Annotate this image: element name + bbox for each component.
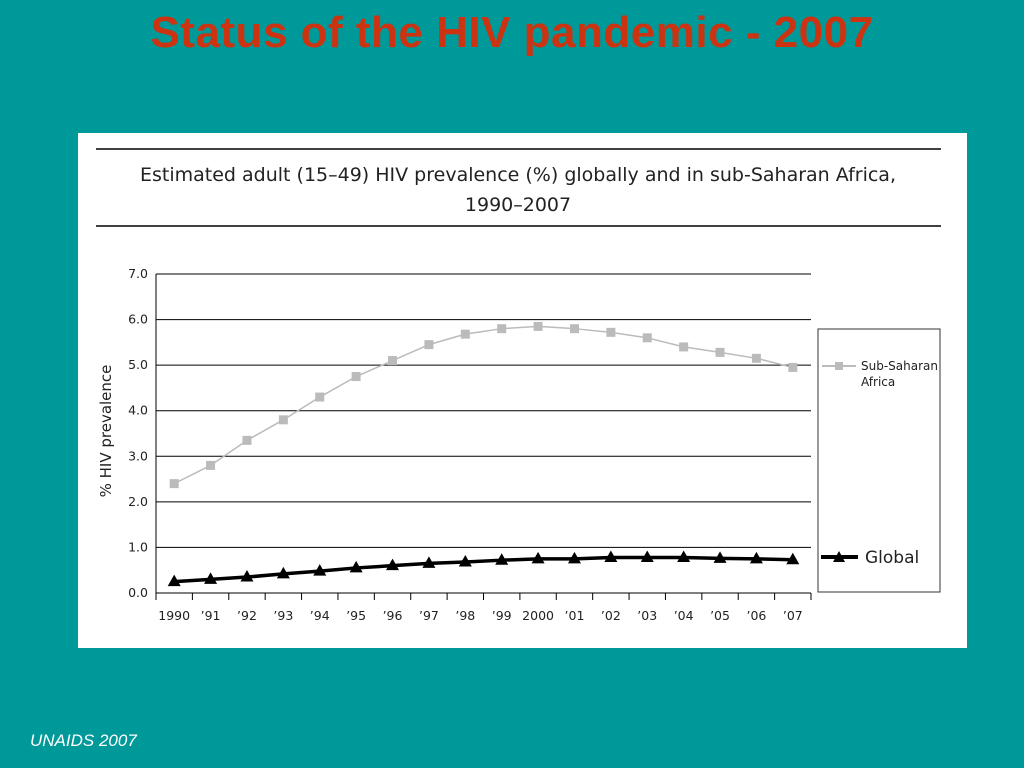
data-point	[751, 353, 761, 363]
x-tick-label: ’97	[419, 608, 439, 623]
legend-ssa-marker	[835, 362, 843, 370]
y-tick-labels: 0.0 1.0 2.0 3.0 4.0 5.0 6.0 7.0	[128, 266, 148, 600]
x-tick-label: ’96	[383, 608, 403, 623]
legend-box	[817, 328, 941, 593]
data-point	[422, 556, 436, 568]
data-point	[424, 340, 434, 350]
data-point	[749, 551, 763, 564]
data-point	[569, 324, 579, 334]
data-point	[531, 551, 545, 564]
axes	[155, 274, 812, 600]
y-tick-label: 5.0	[128, 357, 148, 372]
data-point	[713, 551, 727, 563]
data-point	[240, 570, 254, 582]
series-line	[173, 325, 793, 485]
x-tick-label: 1990	[158, 608, 190, 623]
x-tick-label: ’91	[201, 608, 221, 623]
legend-ssa-label-line1: Sub-Saharan	[861, 359, 938, 373]
slide-title: Status of the HIV pandemic - 2007	[150, 8, 874, 57]
data-point	[497, 324, 507, 334]
data-point	[786, 552, 800, 565]
source-credit: UNAIDS 2007	[30, 731, 137, 750]
x-tick-label: ’01	[565, 608, 585, 623]
x-tick-label: ’02	[601, 608, 621, 623]
legend-ssa-label-line2: Africa	[861, 375, 895, 389]
data-point	[640, 550, 654, 562]
legend-global-label: Global	[865, 548, 919, 568]
data-point	[276, 566, 290, 579]
legend-global-marker	[833, 551, 845, 562]
data-point	[458, 555, 472, 567]
y-tick-label: 1.0	[128, 539, 148, 554]
data-point	[679, 342, 689, 352]
data-point	[167, 574, 181, 587]
chart: Estimated adult (15–49) HIV prevalence (…	[96, 148, 941, 623]
legend-global: Global	[821, 548, 919, 568]
data-point	[388, 356, 398, 366]
series-global	[167, 550, 800, 587]
x-tick-labels: 1990 ’91 ’92 ’93 ’94 ’95 ’96 ’97 ’98 ’99 2000 ’01 ’0…	[158, 608, 802, 623]
series	[167, 321, 800, 587]
data-point	[677, 550, 691, 562]
data-point	[604, 550, 618, 562]
data-point	[386, 558, 400, 571]
x-tick-label: ’07	[783, 608, 803, 623]
data-point	[315, 392, 325, 402]
y-tick-label: 3.0	[128, 448, 148, 463]
y-tick-label: 2.0	[128, 494, 148, 509]
data-point	[460, 329, 470, 339]
chart-title-line1: Estimated adult (15–49) HIV prevalence (…	[140, 164, 896, 186]
x-tick-label: ’05	[710, 608, 730, 623]
data-point	[715, 347, 725, 357]
x-tick-label: ’04	[674, 608, 694, 623]
data-point	[206, 460, 216, 470]
x-tick-label: ’99	[492, 608, 512, 623]
data-point	[204, 572, 218, 584]
x-tick-label: ’93	[273, 608, 293, 623]
data-point	[169, 479, 179, 489]
data-point	[533, 321, 543, 331]
x-tick-label: ’98	[455, 608, 475, 623]
data-point	[788, 362, 798, 372]
data-point	[606, 327, 616, 337]
y-tick-label: 7.0	[128, 266, 148, 281]
x-tick-label: ’95	[346, 608, 366, 623]
data-point	[495, 553, 509, 565]
x-tick-label: ’03	[637, 608, 657, 623]
chart-panel: Estimated adult (15–49) HIV prevalence (…	[78, 133, 967, 648]
data-point	[313, 564, 327, 576]
y-axis-label: % HIV prevalence	[97, 365, 115, 498]
data-point	[349, 560, 363, 573]
chart-title-line2: 1990–2007	[465, 194, 571, 216]
x-tick-label: ’06	[746, 608, 766, 623]
y-tick-label: 6.0	[128, 312, 148, 327]
data-point	[642, 333, 652, 343]
data-point	[567, 551, 581, 564]
series-sub-saharan-africa	[169, 321, 798, 489]
data-point	[351, 372, 361, 382]
y-tick-label: 4.0	[128, 403, 148, 418]
series-line	[174, 555, 793, 584]
x-tick-label: ’92	[237, 608, 257, 623]
data-point	[242, 435, 252, 445]
grid	[156, 273, 811, 548]
data-point	[278, 415, 288, 425]
legend-ssa: Sub-Saharan Africa	[817, 328, 941, 593]
x-tick-label: ’94	[310, 608, 330, 623]
x-tick-label: 2000	[522, 608, 554, 623]
y-tick-label: 0.0	[128, 585, 148, 600]
